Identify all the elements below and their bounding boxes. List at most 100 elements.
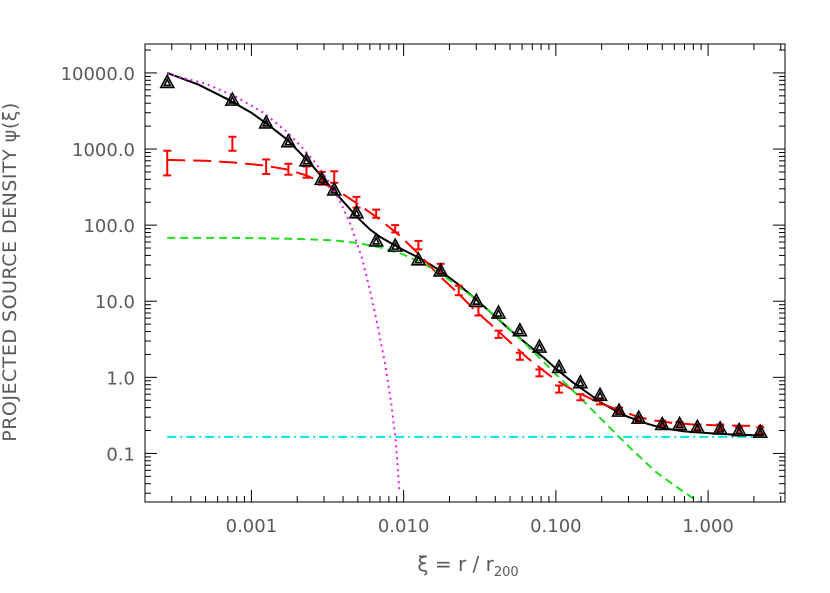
triangle-marker-outer — [387, 237, 404, 252]
triangle-point — [752, 423, 769, 439]
error-bar-point — [576, 393, 585, 402]
triangle-marker-inner — [261, 118, 271, 127]
triangle-point — [592, 386, 608, 402]
series-line-long-dash — [167, 158, 764, 427]
triangle-marker-outer — [326, 181, 343, 196]
triangle-marker-outer — [592, 386, 608, 402]
triangle-marker-outer — [280, 132, 297, 148]
triangle-marker-outer — [654, 415, 671, 431]
triangle-marker-outer — [348, 204, 365, 219]
triangle-marker-inner — [162, 77, 172, 87]
triangle-point — [630, 409, 647, 425]
series-line-dash — [167, 236, 701, 502]
triangle-marker-outer — [572, 374, 589, 389]
error-bar-point — [330, 170, 339, 184]
triangle-marker-outer — [712, 420, 728, 435]
error-bar-point — [228, 135, 237, 152]
triangle-marker-inner — [302, 156, 311, 165]
error-bar-point — [391, 224, 400, 234]
triangle-marker-inner — [614, 406, 624, 415]
triangle-point — [326, 181, 343, 196]
x-tick-label: 0.100 — [530, 516, 582, 537]
triangle-marker-inner — [436, 266, 445, 275]
triangle-marker-outer — [689, 418, 706, 434]
triangle-marker-inner — [554, 362, 564, 372]
error-bar-point — [515, 351, 524, 361]
triangle-marker-outer — [368, 232, 385, 247]
triangle-marker-inner — [634, 413, 643, 423]
triangle-point — [313, 170, 330, 186]
triangle-point — [468, 292, 485, 308]
error-bar-point — [535, 368, 544, 378]
triangle-marker-outer — [490, 304, 507, 319]
triangle-marker-outer — [512, 322, 528, 337]
triangle-point — [551, 358, 567, 374]
triangle-marker-outer — [752, 423, 769, 439]
x-tick-label: 0.010 — [378, 516, 430, 537]
x-axis-label-main: ξ = r / r — [417, 552, 494, 576]
triangle-marker-inner — [329, 185, 339, 194]
triangle-marker-inner — [734, 425, 744, 435]
triangle-point — [348, 204, 365, 219]
error-bar-point — [414, 239, 423, 251]
triangle-point — [368, 232, 385, 247]
triangle-marker-outer — [468, 292, 485, 308]
error-bar-point — [163, 149, 172, 177]
triangle-point — [490, 304, 507, 319]
triangle-marker-inner — [371, 236, 381, 245]
x-tick-label: 1.000 — [682, 516, 734, 537]
triangle-marker-outer — [671, 415, 688, 431]
triangle-marker-outer — [410, 251, 427, 266]
triangle-marker-inner — [693, 422, 702, 432]
y-tick-label: 0.1 — [106, 444, 135, 465]
triangle-marker-outer — [432, 262, 449, 277]
triangle-point — [410, 251, 427, 266]
triangle-point — [531, 338, 548, 353]
triangle-marker-outer — [731, 421, 748, 437]
triangle-marker-inner — [535, 342, 544, 351]
triangle-point — [159, 73, 176, 89]
triangle-marker-inner — [576, 377, 585, 387]
triangle-point — [224, 91, 241, 106]
triangle-marker-inner — [715, 424, 725, 433]
triangle-marker-inner — [595, 390, 605, 400]
x-axis-label-subscript: 200 — [494, 565, 519, 580]
triangle-point — [671, 415, 688, 431]
error-bar-point — [372, 208, 381, 219]
plot-area — [159, 71, 769, 502]
triangle-marker-outer — [224, 91, 241, 106]
series-line-solid — [166, 71, 764, 437]
triangle-marker-outer — [159, 73, 176, 89]
triangle-marker-inner — [284, 136, 293, 146]
triangle-point — [654, 415, 671, 431]
error-bar-point — [555, 384, 564, 394]
error-bar-point — [494, 329, 503, 339]
triangle-marker-inner — [471, 296, 481, 306]
triangle-point — [689, 418, 706, 434]
triangle-marker-outer — [313, 170, 330, 186]
plot-frame — [144, 43, 786, 503]
triangle-marker-inner — [228, 95, 237, 104]
triangle-marker-inner — [755, 427, 765, 437]
triangle-marker-outer — [551, 358, 567, 374]
triangle-marker-outer — [630, 409, 647, 425]
triangle-point — [258, 114, 275, 129]
y-tick-label: 1.0 — [106, 368, 135, 389]
error-bar-point — [284, 162, 293, 176]
y-axis-label: PROJECTED SOURCE DENSITY ψ(ξ) — [0, 102, 21, 441]
triangle-marker-inner — [675, 419, 684, 429]
error-bar-point — [474, 305, 483, 317]
y-tick-label: 10.0 — [95, 292, 135, 313]
x-tick-label: 0.001 — [226, 516, 278, 537]
triangle-marker-inner — [352, 208, 361, 217]
triangle-marker-inner — [317, 174, 327, 184]
triangle-point — [432, 262, 449, 277]
triangle-marker-outer — [298, 152, 315, 167]
triangle-marker-inner — [657, 419, 667, 429]
x-axis-label: ξ = r / r200 — [417, 552, 518, 580]
error-bar-point — [262, 158, 271, 175]
axes: 0.001 0.010 0.100 1.000 0.1 1.0 10.0 100.0 1000.… — [61, 44, 785, 537]
triangle-point — [387, 237, 404, 252]
triangle-marker-inner — [390, 241, 400, 250]
